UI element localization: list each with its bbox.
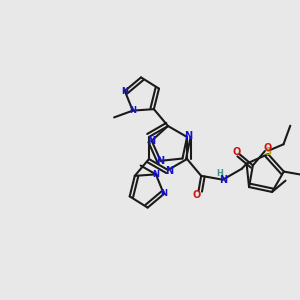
Text: N: N — [129, 106, 136, 115]
Text: N: N — [165, 166, 173, 176]
Text: O: O — [232, 147, 241, 157]
Text: O: O — [264, 143, 272, 153]
Text: N: N — [121, 86, 128, 95]
Text: N: N — [148, 136, 156, 146]
Text: O: O — [192, 190, 201, 200]
Text: N: N — [219, 175, 227, 185]
Text: N: N — [184, 131, 192, 141]
Text: N: N — [152, 170, 159, 179]
Text: H: H — [216, 169, 223, 178]
Text: S: S — [265, 147, 272, 157]
Text: N: N — [157, 156, 165, 166]
Text: N: N — [160, 190, 167, 199]
